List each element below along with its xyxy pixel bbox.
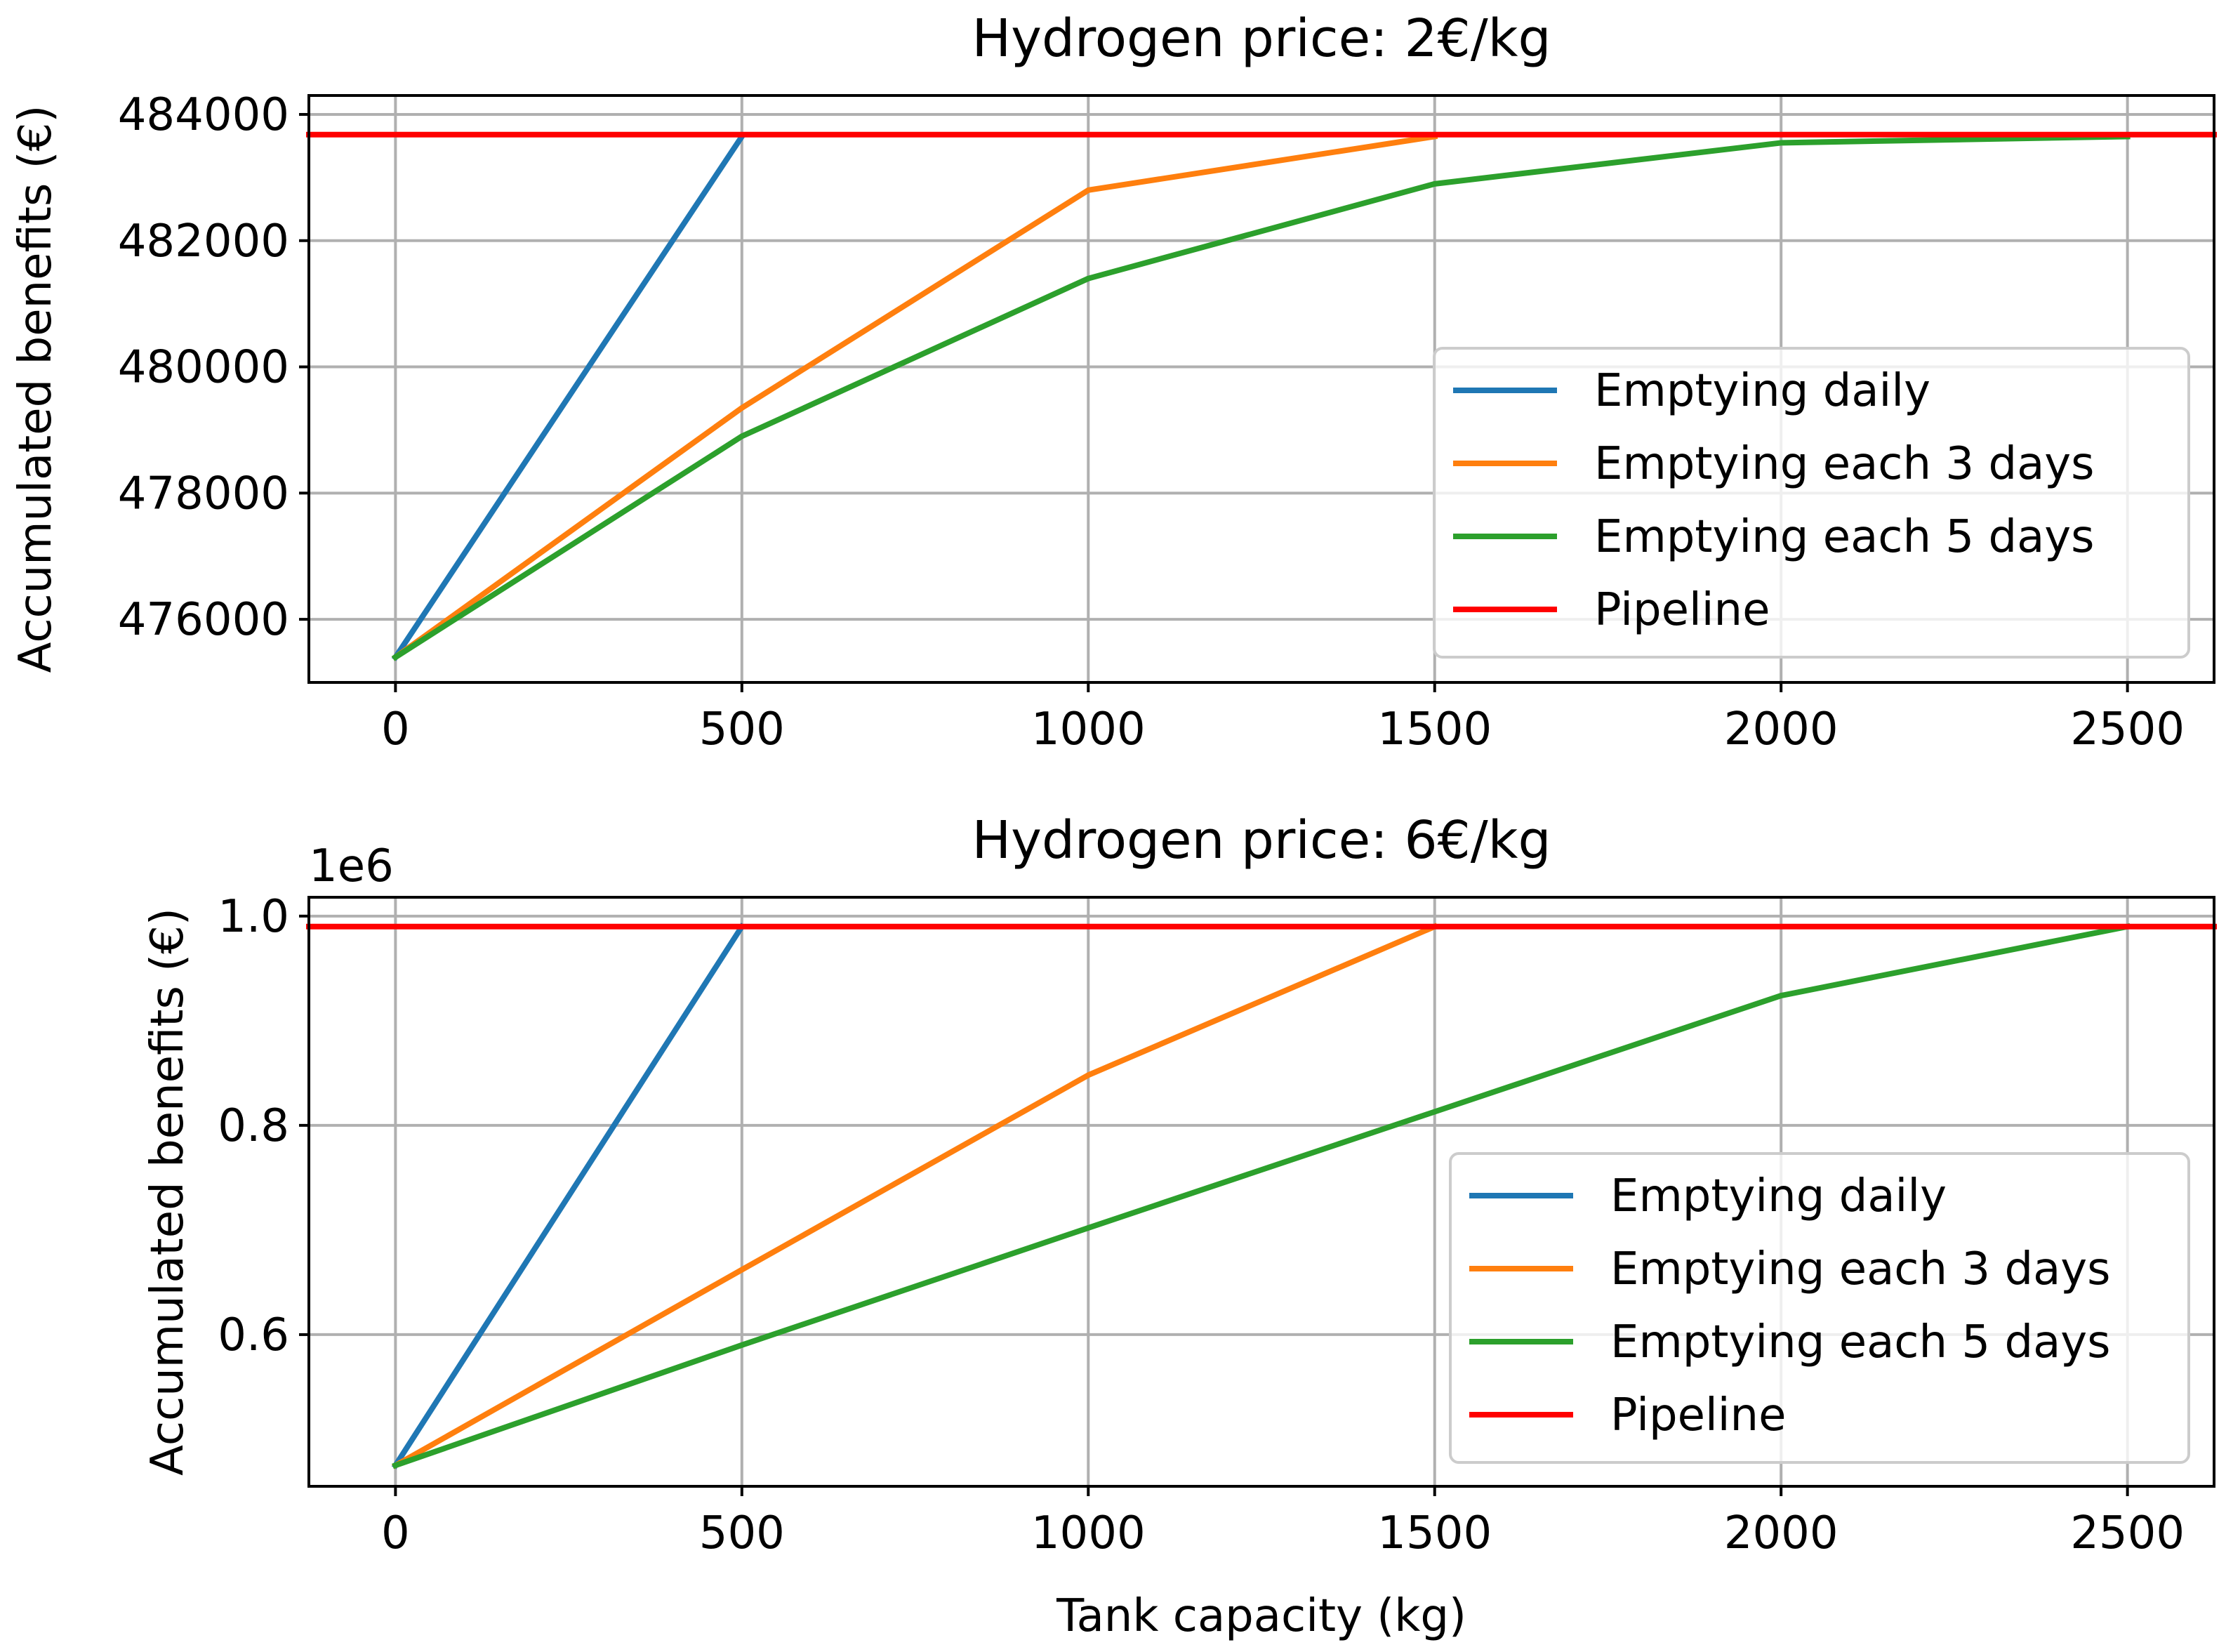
series-line-emptying-each-5-days: [391, 133, 2131, 661]
y-axis: 0.6 0.8 1.0: [218, 891, 309, 1361]
legend-label: Emptying daily: [1594, 365, 1930, 417]
legend: Emptying daily Emptying each 3 days Emptyi…: [1433, 347, 2190, 659]
x-tick-label: 1000: [1031, 1507, 1146, 1559]
y-offset-text: 1e6: [309, 840, 394, 892]
y-tick-label: 484000: [118, 89, 289, 141]
y-tick-label: 0.6: [218, 1309, 289, 1361]
legend: Emptying daily Emptying each 3 days Emptyi…: [1449, 1152, 2190, 1464]
series-line-emptying-each-3-days: [391, 133, 1438, 661]
x-axis: 0 500 1000 1500 2000 2500: [381, 1486, 2185, 1559]
legend-label: Emptying each 3 days: [1610, 1243, 2111, 1295]
legend-label: Pipeline: [1610, 1389, 1786, 1441]
x-tick-label: 2000: [1724, 703, 1839, 755]
legend-label: Emptying each 5 days: [1594, 511, 2095, 563]
legend-label: Emptying each 5 days: [1610, 1316, 2111, 1368]
series-line-emptying-each-3-days: [391, 923, 1438, 1469]
series-line-emptying-daily: [391, 132, 746, 661]
x-tick-label: 2500: [2070, 1507, 2185, 1559]
y-tick-label: 478000: [118, 468, 289, 520]
series-line-emptying-daily: [391, 923, 746, 1469]
x-tick-label: 2500: [2070, 703, 2185, 755]
series-lines: [306, 131, 2217, 661]
legend-label: Pipeline: [1594, 584, 1770, 636]
y-tick-label: 482000: [118, 216, 289, 267]
x-axis-label: Tank capacity (kg): [1056, 1590, 1466, 1642]
x-tick-label: 500: [699, 1507, 785, 1559]
x-tick-label: 2000: [1724, 1507, 1839, 1559]
y-tick-label: 0.8: [218, 1100, 289, 1152]
y-axis-label: Accumulated benefits (€): [10, 105, 62, 673]
y-tick-label: 480000: [118, 342, 289, 394]
x-axis: 0 500 1000 1500 2000 2500: [381, 682, 2185, 755]
y-axis: 476000 478000 480000 482000 484000: [118, 89, 309, 646]
subplot-1: 0 500 1000 1500 2000 2500 476000 478000 480000 48…: [10, 8, 2217, 755]
x-tick-label: 1500: [1377, 703, 1492, 755]
series-line-emptying-each-5-days: [392, 923, 2131, 1469]
chart-title: Hydrogen price: 2€/kg: [972, 8, 1551, 69]
legend-label: Emptying daily: [1610, 1170, 1947, 1222]
legend-box: [1449, 1152, 2190, 1464]
axes-frame: [307, 94, 2215, 684]
axes-frame: [307, 896, 2215, 1488]
y-axis-label: Accumulated benefits (€): [142, 908, 194, 1476]
legend-label: Emptying each 3 days: [1594, 438, 2095, 490]
series-lines: [306, 923, 2217, 1469]
chart-title: Hydrogen price: 6€/kg: [972, 810, 1551, 871]
x-tick-label: 0: [381, 1507, 410, 1559]
x-tick-label: 1000: [1031, 703, 1146, 755]
x-tick-label: 500: [699, 703, 785, 755]
x-tick-label: 1500: [1377, 1507, 1492, 1559]
y-tick-label: 1.0: [218, 891, 289, 943]
legend-box: [1433, 347, 2190, 659]
y-tick-label: 476000: [118, 594, 289, 646]
subplot-2: 0 500 1000 1500 2000 2500 0.6 0.8 1.0 1e6 Hydrogen…: [142, 810, 2217, 1642]
x-tick-label: 0: [381, 703, 410, 755]
